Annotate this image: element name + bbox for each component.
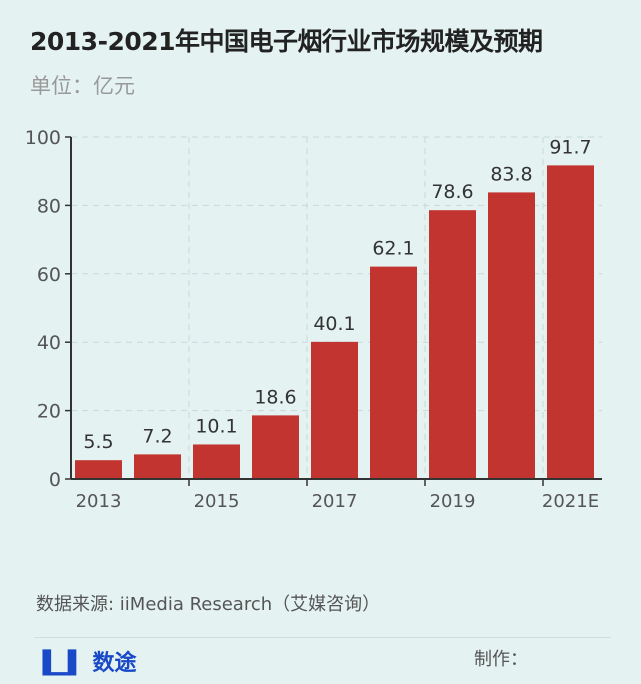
unit-label: 单位：亿元 xyxy=(30,74,135,98)
data-label: 7.2 xyxy=(142,425,172,447)
bar-2016 xyxy=(252,415,299,479)
divider xyxy=(34,637,611,638)
bar-2015 xyxy=(193,444,240,479)
bar-2019 xyxy=(429,210,476,480)
bar-2018 xyxy=(370,266,417,479)
y-tick-label: 0 xyxy=(49,469,61,491)
x-tick-label: 2019 xyxy=(430,491,476,512)
chart-title: 2013-2021年中国电子烟行业市场规模及预期 xyxy=(30,27,543,56)
data-label: 5.5 xyxy=(83,431,113,453)
bar-2021E xyxy=(547,165,594,480)
bar-2017 xyxy=(311,341,358,479)
x-tick-label: 2015 xyxy=(194,491,240,512)
logo-text: 数途 xyxy=(92,651,137,676)
y-tick-label: 60 xyxy=(37,264,61,286)
y-tick-label: 20 xyxy=(37,401,61,423)
y-tick-label: 40 xyxy=(37,332,61,354)
data-label: 18.6 xyxy=(254,386,296,408)
bar-chart: 0 20 40 60 80 100 5.5 7.2 10.1 18.6 40.1 62.1 78.6 83… xyxy=(25,127,602,512)
y-tick-label: 100 xyxy=(25,127,61,149)
data-label: 40.1 xyxy=(313,313,355,335)
x-tick-label: 2013 xyxy=(76,491,122,512)
bar-2013 xyxy=(75,460,122,479)
data-label: 62.1 xyxy=(372,238,414,260)
bar-chart-icon: ▐▁▌ xyxy=(34,651,85,676)
data-label: 10.1 xyxy=(195,415,237,437)
bar-2014 xyxy=(134,454,181,479)
data-label: 83.8 xyxy=(490,163,532,185)
maker-text: 制作： xyxy=(474,649,528,670)
brand-logo: ▐▁▌ 数途 xyxy=(34,645,136,677)
y-tick-label: 80 xyxy=(37,195,61,217)
bar-2020 xyxy=(488,192,535,480)
data-label: 91.7 xyxy=(549,136,591,158)
data-label: 78.6 xyxy=(431,181,473,203)
x-tick-label: 2021E xyxy=(542,491,599,512)
source-text: 数据来源: iiMedia Research（艾媒咨询） xyxy=(36,594,381,615)
x-tick-label: 2017 xyxy=(312,491,358,512)
